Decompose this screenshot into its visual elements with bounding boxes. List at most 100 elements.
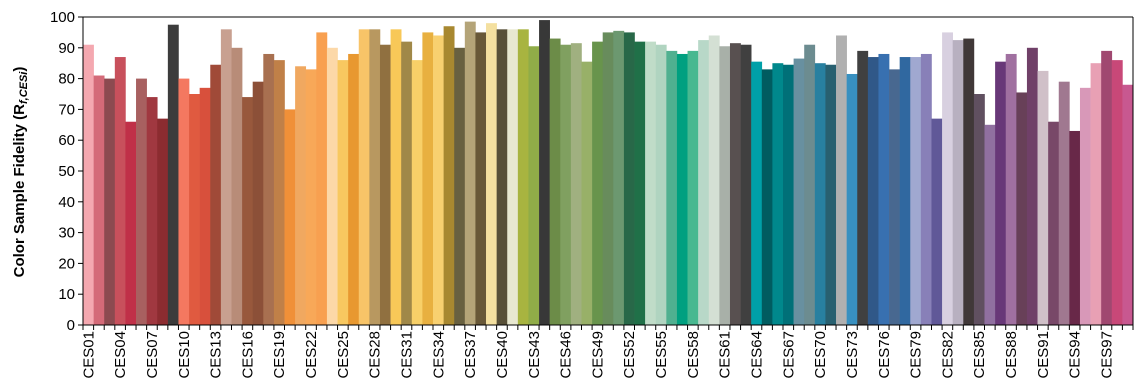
- bar-ces86: [984, 124, 996, 325]
- y-tick-label: 10: [58, 286, 75, 303]
- bar-ces03: [104, 78, 116, 325]
- bar-ces56: [666, 50, 678, 325]
- bar-ces45: [549, 38, 561, 326]
- bar-ces10: [178, 78, 190, 325]
- y-axis-label: Color Sample Fidelity (Rf,CESi): [11, 67, 30, 278]
- x-tick-label: CES82: [939, 331, 956, 379]
- x-tick-label: CES85: [971, 331, 988, 379]
- bar-ces58: [687, 50, 699, 325]
- bar-ces71: [825, 64, 837, 326]
- bar-ces16: [242, 97, 253, 325]
- bar-ces41: [507, 29, 519, 325]
- bar-ces29: [379, 44, 391, 325]
- bar-ces95: [1079, 87, 1091, 325]
- bar-ces87: [995, 61, 1007, 325]
- bar-ces59: [698, 40, 710, 325]
- x-tick-label: CES91: [1035, 331, 1052, 379]
- bar-ces57: [676, 53, 688, 326]
- bar-ces99: [1122, 84, 1134, 325]
- bar-ces84: [963, 38, 975, 326]
- bar-ces38: [475, 32, 487, 326]
- bar-ces54: [645, 41, 657, 325]
- x-tick-label: CES43: [526, 331, 543, 379]
- bar-ces77: [889, 69, 900, 325]
- x-tick-label: CES07: [144, 331, 161, 379]
- x-tick-label: CES25: [335, 331, 352, 379]
- bar-ces24: [326, 47, 338, 326]
- x-tick-label: CES67: [780, 331, 797, 379]
- bar-ces07: [146, 97, 158, 325]
- bar-ces06: [136, 78, 147, 325]
- bar-ces42: [517, 29, 529, 325]
- x-tick-label: CES58: [685, 331, 702, 379]
- y-tick-label: 60: [58, 132, 75, 149]
- x-tick-label: CES79: [908, 331, 925, 379]
- bar-ces90: [1026, 47, 1038, 326]
- bar-ces81: [931, 118, 943, 325]
- bar-ces79: [910, 57, 922, 325]
- bar-ces68: [793, 58, 805, 325]
- bar-ces21: [295, 66, 307, 325]
- x-tick-label: CES34: [430, 331, 447, 379]
- bar-ces66: [772, 63, 784, 325]
- bar-ces52: [623, 32, 635, 326]
- x-tick-label: CES52: [621, 331, 638, 379]
- x-axis-ticks: CES01 CES04 CES07 CES10 CES13 CES16 CES19 CES22…: [80, 325, 1134, 379]
- bar-ces62: [729, 43, 741, 326]
- y-tick-label: 0: [67, 317, 75, 334]
- x-tick-label: CES61: [717, 331, 734, 379]
- bar-ces13: [210, 64, 222, 326]
- bar-ces72: [836, 35, 847, 325]
- y-tick-label: 100: [50, 9, 75, 26]
- x-tick-label: CES46: [558, 331, 575, 379]
- bar-ces35: [443, 26, 455, 326]
- x-tick-label: CES73: [844, 331, 861, 379]
- x-tick-label: CES97: [1098, 331, 1115, 379]
- bar-ces37: [464, 21, 476, 326]
- x-tick-label: CES94: [1067, 331, 1084, 379]
- y-tick-label: 30: [58, 225, 75, 242]
- bar-ces08: [157, 118, 169, 325]
- y-tick-label: 40: [58, 194, 75, 211]
- bar-ces53: [634, 41, 646, 325]
- bar-ces12: [199, 87, 211, 325]
- x-tick-label: CES37: [462, 331, 479, 379]
- bar-ces93: [1058, 81, 1070, 326]
- bar-ces76: [878, 53, 890, 326]
- x-tick-label: CES16: [239, 331, 256, 379]
- bar-ces19: [273, 60, 285, 326]
- bar-ces88: [1005, 53, 1017, 326]
- bar-ces02: [93, 75, 105, 326]
- bar-ces48: [581, 61, 593, 325]
- bar-ces60: [708, 35, 720, 325]
- x-tick-label: CES01: [80, 331, 97, 379]
- bar-ces15: [231, 47, 243, 326]
- bar-ces94: [1069, 130, 1081, 325]
- bar-ces33: [422, 32, 434, 326]
- x-tick-label: CES19: [271, 331, 288, 379]
- y-tick-label: 50: [58, 163, 75, 180]
- bar-ces28: [369, 29, 381, 325]
- bar-ces14: [220, 29, 232, 325]
- y-tick-label: 90: [58, 40, 75, 57]
- bar-ces26: [348, 53, 360, 326]
- bar-ces83: [952, 40, 964, 325]
- bar-ces25: [337, 60, 349, 326]
- bar-ces34: [433, 35, 444, 325]
- y-tick-label: 80: [58, 71, 75, 88]
- y-axis-ticks: 0 10 20 30 40 50 60 70 80 90 100: [50, 9, 83, 334]
- bar-ces01: [83, 44, 94, 325]
- bar-ces91: [1037, 70, 1049, 326]
- bar-ces46: [560, 44, 572, 325]
- bar-ces09: [167, 24, 179, 325]
- bar-ces97: [1101, 50, 1113, 325]
- y-axis-label-main: Color Sample Fidelity (R: [11, 104, 28, 278]
- bar-ces98: [1111, 60, 1123, 326]
- bar-ces47: [570, 43, 582, 326]
- bar-ces18: [263, 53, 275, 326]
- bar-ces80: [920, 53, 932, 326]
- bar-ces43: [528, 46, 540, 325]
- bar-ces75: [867, 57, 879, 325]
- bar-ces65: [761, 69, 773, 325]
